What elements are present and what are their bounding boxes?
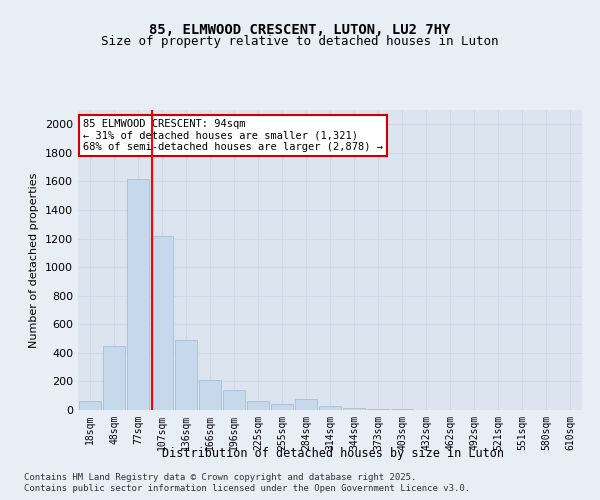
- Bar: [127, 178, 149, 410]
- Text: Contains HM Land Registry data © Crown copyright and database right 2025.: Contains HM Land Registry data © Crown c…: [24, 472, 416, 482]
- Text: Size of property relative to detached houses in Luton: Size of property relative to detached ho…: [101, 35, 499, 48]
- Bar: [151, 236, 173, 410]
- Bar: [367, 408, 389, 410]
- Text: 85 ELMWOOD CRESCENT: 94sqm
← 31% of detached houses are smaller (1,321)
68% of s: 85 ELMWOOD CRESCENT: 94sqm ← 31% of deta…: [83, 119, 383, 152]
- Bar: [271, 404, 293, 410]
- Bar: [295, 398, 317, 410]
- Bar: [103, 346, 125, 410]
- Bar: [343, 408, 365, 410]
- Bar: [199, 380, 221, 410]
- Y-axis label: Number of detached properties: Number of detached properties: [29, 172, 40, 348]
- Bar: [247, 402, 269, 410]
- Bar: [79, 402, 101, 410]
- Text: Contains public sector information licensed under the Open Government Licence v3: Contains public sector information licen…: [24, 484, 470, 493]
- Bar: [319, 406, 341, 410]
- Text: Distribution of detached houses by size in Luton: Distribution of detached houses by size …: [162, 448, 504, 460]
- Bar: [223, 390, 245, 410]
- Text: 85, ELMWOOD CRESCENT, LUTON, LU2 7HY: 85, ELMWOOD CRESCENT, LUTON, LU2 7HY: [149, 22, 451, 36]
- Bar: [175, 340, 197, 410]
